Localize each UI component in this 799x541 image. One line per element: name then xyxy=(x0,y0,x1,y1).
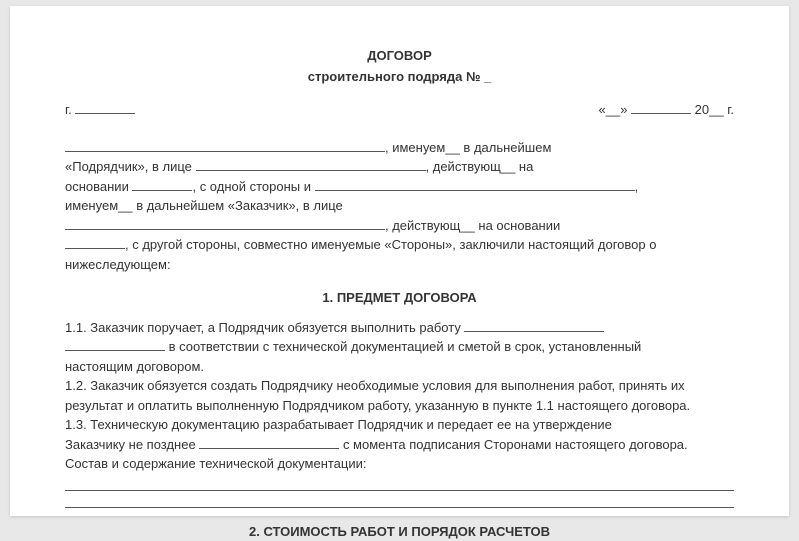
contractor-person-blank xyxy=(196,158,426,171)
preamble-t2a: «Подрядчик», в лице xyxy=(65,159,192,174)
preamble-t2b: , действующ__ на xyxy=(426,159,534,174)
quote-open: «__» xyxy=(599,102,628,117)
customer-person-blank xyxy=(65,217,385,230)
date-field: «__» 20__ г. xyxy=(599,100,735,120)
title-sub: строительного подряда № _ xyxy=(65,67,734,87)
title-main: ДОГОВОР xyxy=(65,46,734,66)
customer-name-blank xyxy=(315,178,635,191)
preamble-t5: , действующ__ на основании xyxy=(385,218,560,233)
p11-c: настоящим договором. xyxy=(65,359,204,374)
year-prefix: 20__ xyxy=(695,102,724,117)
contractor-name-blank xyxy=(65,139,385,152)
section2-title: 2. СТОИМОСТЬ РАБОТ И ПОРЯДОК РАСЧЕТОВ xyxy=(65,522,734,541)
date-row: г. «__» 20__ г. xyxy=(65,100,734,120)
p12: 1.2. Заказчик обязуется создать Подрядчи… xyxy=(65,378,690,413)
p13-a: 1.3. Техническую документацию разрабатыв… xyxy=(65,417,612,432)
document-page: ДОГОВОР строительного подряда № _ г. «__… xyxy=(10,6,789,516)
basis2-blank xyxy=(65,236,125,249)
docs-blank-line1 xyxy=(65,476,734,491)
city-prefix: г. xyxy=(65,102,72,117)
work-blank1 xyxy=(464,319,604,332)
p13-c: Состав и содержание технической документ… xyxy=(65,456,367,471)
preamble-t3c: , xyxy=(635,179,639,194)
preamble-t1: , именуем__ в дальнейшем xyxy=(385,140,551,155)
p11-a: 1.1. Заказчик поручает, а Подрядчик обяз… xyxy=(65,320,461,335)
header-block: ДОГОВОР строительного подряда № _ xyxy=(65,46,734,86)
section1-title: 1. ПРЕДМЕТ ДОГОВОРА xyxy=(65,288,734,308)
preamble-t3b: , с одной стороны и xyxy=(192,179,311,194)
month-blank xyxy=(631,101,691,114)
deadline-blank xyxy=(199,436,339,449)
year-suffix: г. xyxy=(727,102,734,117)
p13-b2: с момента подписания Сторонами настоящег… xyxy=(339,437,687,452)
p13-b1: Заказчику не позднее xyxy=(65,437,196,452)
preamble-t4: именуем__ в дальнейшем «Заказчик», в лиц… xyxy=(65,198,343,213)
preamble-t3a: основании xyxy=(65,179,129,194)
preamble: , именуем__ в дальнейшем «Подрядчик», в … xyxy=(65,138,734,275)
preamble-t6: , с другой стороны, совместно именуемые … xyxy=(125,237,656,252)
docs-blank-line2 xyxy=(65,493,734,508)
city-blank xyxy=(75,101,135,114)
section1-body: 1.1. Заказчик поручает, а Подрядчик обяз… xyxy=(65,318,734,508)
p11-b: в соответствии с технической документаци… xyxy=(165,339,641,354)
city-field: г. xyxy=(65,100,135,120)
work-blank2 xyxy=(65,338,165,351)
basis1-blank xyxy=(132,178,192,191)
preamble-t7: нижеследующем: xyxy=(65,257,171,272)
